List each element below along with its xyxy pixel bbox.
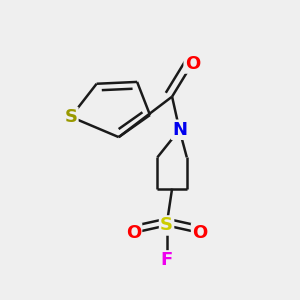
Text: O: O xyxy=(126,224,141,242)
Text: S: S xyxy=(64,108,77,126)
Text: F: F xyxy=(160,251,173,269)
Text: O: O xyxy=(185,55,200,73)
Text: S: S xyxy=(160,217,173,235)
Text: N: N xyxy=(172,121,187,139)
Text: O: O xyxy=(192,224,207,242)
